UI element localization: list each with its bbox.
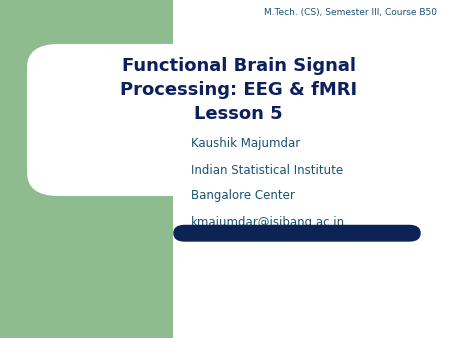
Text: Bangalore Center: Bangalore Center (191, 189, 295, 202)
FancyBboxPatch shape (27, 44, 450, 196)
FancyBboxPatch shape (173, 225, 421, 242)
Text: Indian Statistical Institute: Indian Statistical Institute (191, 164, 343, 177)
Bar (0, 0, 173, 338)
Text: kmajumdar@isibang.ac.in: kmajumdar@isibang.ac.in (191, 216, 346, 229)
Text: Functional Brain Signal
Processing: EEG & fMRI
Lesson 5: Functional Brain Signal Processing: EEG … (120, 57, 357, 123)
Text: M.Tech. (CS), Semester III, Course B50: M.Tech. (CS), Semester III, Course B50 (264, 8, 436, 18)
Text: Kaushik Majumdar: Kaushik Majumdar (191, 137, 301, 150)
